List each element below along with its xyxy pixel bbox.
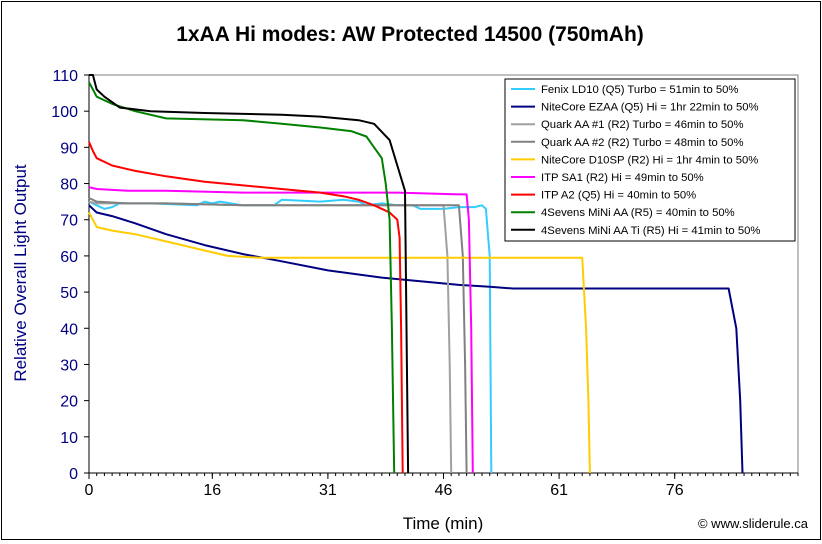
y-tick-label: 90 [60,140,78,157]
credit-text: © www.sliderule.ca [698,516,809,531]
y-tick-label: 40 [60,321,78,338]
legend-label-8: 4Sevens MiNi AA (R5) = 40min to 50% [541,207,735,219]
series-line-9 [89,74,410,474]
x-tick-label: 46 [435,482,453,499]
legend-label-9: 4Sevens MiNi AA Ti (R5) Hi = 41min to 50… [541,225,760,237]
y-tick-label: 30 [60,357,78,374]
series-line-5 [88,212,591,474]
legend-label-7: ITP A2 (Q5) Hi = 40min to 50% [541,190,696,202]
y-tick-label: 60 [60,249,78,266]
legend-label-2: NiteCore EZAA (Q5) Hi = 1hr 22min to 50% [541,102,759,114]
x-axis-label: Time (min) [403,514,484,533]
y-tick-label: 110 [52,68,78,85]
legend-box [504,78,796,242]
y-tick-label: 50 [60,285,78,302]
series-line-4 [88,197,468,474]
y-tick-label: 0 [69,466,78,483]
x-tick-label: 31 [319,482,337,499]
legend-label-6: ITP SA1 (R2) Hi = 49min to 50% [541,172,704,184]
y-tick-label: 100 [51,104,78,121]
x-tick-label: 61 [550,482,568,499]
y-tick-label: 70 [60,213,78,230]
y-tick-label: 10 [60,430,78,447]
series-line-6 [88,186,474,474]
chart-title: 1xAA Hi modes: AW Protected 14500 (750mA… [176,23,644,46]
legend-label-4: Quark AA #2 (R2) Turbo = 48min to 50% [541,137,744,149]
y-tick-label: 80 [60,177,78,194]
legend-label-1: Fenix LD10 (Q5) Turbo = 51min to 50% [541,84,738,96]
y-tick-label: 20 [60,394,78,411]
series-line-7 [88,141,404,474]
y-axis-label: Relative Overall Light Output [11,164,30,382]
legend-label-5: NiteCore D10SP (R2) Hi = 1hr 4min to 50% [541,154,758,166]
x-tick-label: 0 [85,482,94,499]
series-line-8 [88,81,396,474]
x-tick-label: 16 [203,482,221,499]
x-tick-label: 76 [666,482,684,499]
legend: Fenix LD10 (Q5) Turbo = 51min to 50% Nite… [504,78,796,242]
legend-label-3: Quark AA #1 (R2) Turbo = 46min to 50% [541,119,744,131]
